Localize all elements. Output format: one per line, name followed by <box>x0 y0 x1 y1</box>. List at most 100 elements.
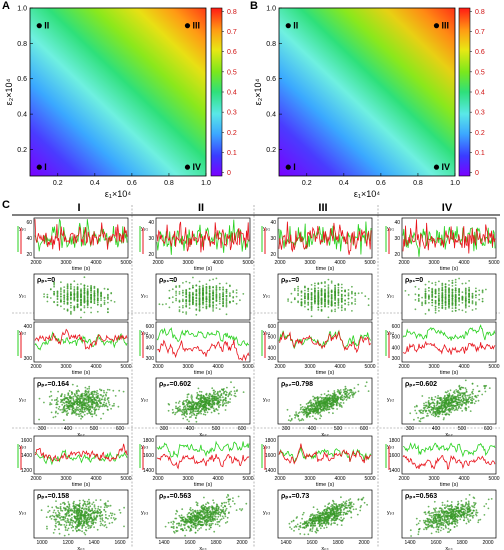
scatter-point <box>205 528 208 531</box>
scatter-point <box>178 524 180 527</box>
scatter-point <box>336 404 338 407</box>
series-red <box>34 328 128 350</box>
scatter-point <box>95 405 97 408</box>
scatter-point <box>64 397 67 399</box>
scatter-point <box>342 389 345 391</box>
scatter-point <box>454 295 457 298</box>
point-marker-IV <box>184 164 191 170</box>
scatter-point <box>304 305 306 308</box>
scatter-point <box>217 515 220 518</box>
ts-x-tick: 3000 <box>304 260 315 266</box>
y-tick-label: 0.8 <box>266 41 276 48</box>
scatter-point <box>337 289 340 292</box>
scatter-point <box>226 516 229 519</box>
scatter-point <box>215 395 218 398</box>
scatter-point <box>320 289 323 292</box>
scatter-point <box>349 388 352 391</box>
scatter-point <box>110 514 113 517</box>
scatter-point <box>91 519 94 522</box>
scatter-point <box>70 294 72 297</box>
scatter-point <box>437 408 439 411</box>
scatter-point <box>181 408 184 411</box>
scatter-point <box>192 296 194 299</box>
point-label-III: III <box>192 21 200 31</box>
scatter-point <box>434 307 437 310</box>
ts-x-label: time (s) <box>440 370 459 376</box>
scatter-point <box>317 295 320 298</box>
ts-x-tick: 3000 <box>60 260 71 266</box>
scatter-point <box>175 411 177 414</box>
ts-y-tick: 40 <box>148 220 154 226</box>
scatter-point <box>66 289 69 292</box>
scatter-point <box>202 287 204 290</box>
scatter-point <box>454 298 457 300</box>
scatter-point <box>99 520 102 523</box>
scatter-point <box>458 299 460 301</box>
scatter-point <box>78 525 81 527</box>
ts-x-label: time (s) <box>194 482 213 488</box>
series-red <box>34 219 128 251</box>
scatter-point <box>448 298 450 301</box>
scatter-point <box>290 292 293 295</box>
x-tick-label: 0.2 <box>53 180 63 187</box>
ts-x-tick: 5000 <box>120 260 131 266</box>
scatter-point <box>63 408 66 410</box>
scatter-point <box>304 301 306 303</box>
scatter-point <box>341 398 344 401</box>
scatter-point <box>317 306 320 309</box>
scatter-point <box>475 400 477 403</box>
scatter-point <box>67 405 70 407</box>
scatter-point <box>421 417 424 420</box>
scatter-point <box>340 306 343 309</box>
scatter-point <box>63 297 66 299</box>
scatter-point <box>195 300 198 302</box>
scatter-point <box>454 281 457 284</box>
scatter-point <box>304 289 306 292</box>
scatter-point <box>337 283 340 285</box>
scatter-point <box>65 524 68 527</box>
scatter-point <box>43 401 45 404</box>
scatter-point <box>96 310 99 313</box>
scatter-point <box>295 411 297 413</box>
scatter-point <box>215 297 218 299</box>
scatter-point <box>56 298 59 300</box>
scatter-point <box>108 522 111 525</box>
scatter-point <box>76 385 79 387</box>
scatter-point <box>468 280 470 282</box>
scatter-point <box>306 414 308 416</box>
scatter-point <box>119 511 122 514</box>
scatter-point <box>62 518 65 521</box>
scatter-point <box>220 394 223 397</box>
scatter-point <box>75 520 78 523</box>
y-tick-label: 1.0 <box>266 6 276 13</box>
timeseries-frame <box>401 321 497 363</box>
scatter-point <box>178 286 181 288</box>
scatter-point <box>335 402 338 405</box>
scatter-point <box>93 300 96 303</box>
sc-x-tick: 500 <box>334 426 343 432</box>
scatter-point <box>103 509 105 511</box>
scatter-point <box>182 300 184 303</box>
scatter-point <box>62 502 64 504</box>
scatter-point <box>83 311 86 314</box>
scatter-point <box>195 420 198 423</box>
scatter-point <box>87 391 89 393</box>
scatter-point <box>458 406 461 408</box>
scatter-point <box>452 401 455 404</box>
scatter-point <box>441 299 444 302</box>
scatter-point <box>481 291 484 294</box>
scatter-point <box>97 408 100 411</box>
scatter-point <box>467 402 469 404</box>
scatter-point <box>51 399 53 401</box>
scatter-point <box>481 297 484 300</box>
rho-annotation: ρₚ₁=0 <box>281 277 299 284</box>
scatter-point <box>103 389 105 392</box>
scatter-point <box>193 403 196 406</box>
ts-x-tick: 3000 <box>60 476 71 482</box>
scatter-point <box>72 503 75 505</box>
scatter-point <box>404 290 407 292</box>
scatter-point <box>184 399 187 402</box>
scatter-point <box>56 292 59 295</box>
scatter-point <box>58 405 61 408</box>
